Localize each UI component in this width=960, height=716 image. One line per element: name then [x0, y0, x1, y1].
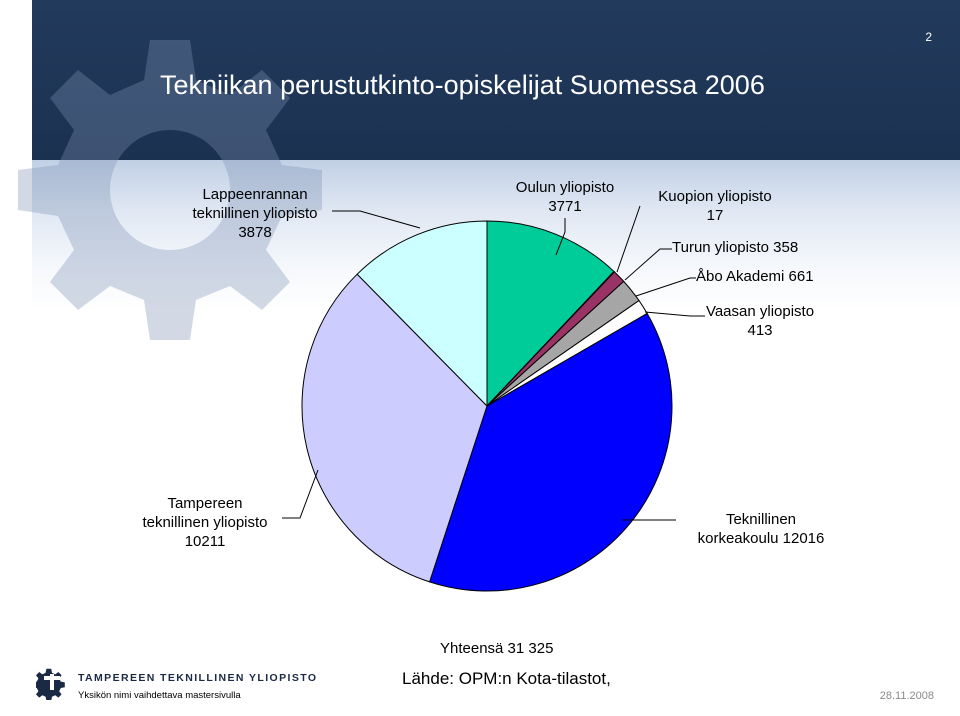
gear-decoration-icon	[18, 40, 322, 340]
label-lappeenranta: Lappeenrannan teknillinen yliopisto 3878	[192, 186, 318, 241]
label-turku: Turun yliopisto 358	[672, 239, 799, 256]
leader-line	[282, 469, 319, 519]
label-oulu: Oulun yliopisto 3771	[515, 179, 615, 215]
pie-slice-teknillinen-korkeakoulu	[428, 312, 673, 592]
leader-line	[616, 205, 641, 273]
label-vaasa: Vaasan yliopisto 413	[705, 303, 815, 339]
footer-university-name: TAMPEREEN TEKNILLINEN YLIOPISTO	[78, 672, 318, 684]
leader-line	[332, 210, 421, 229]
label-abo: Åbo Akademi 661	[696, 268, 814, 285]
label-tkk: Teknillinen korkeakoulu 12016	[697, 511, 825, 547]
header-band	[32, 0, 960, 160]
footer-date: 28.11.2008	[879, 690, 934, 702]
pie-slice-tampereen-teknillinen-yliopisto	[301, 273, 488, 583]
university-logo-icon	[36, 668, 65, 700]
total-label: Yhteensä 31 325	[440, 640, 554, 657]
leader-line	[624, 248, 672, 281]
slide-number: 2	[925, 30, 932, 44]
label-tampere: Tampereen teknillinen yliopisto 10211	[142, 495, 268, 550]
leader-line	[644, 311, 705, 317]
source-label: Lähde: OPM:n Kota-tilastot,	[402, 669, 611, 688]
leader-line	[635, 277, 696, 297]
pie-slice-lappeenrannan-teknillinen-yliopisto	[356, 220, 488, 408]
leader-line	[555, 218, 566, 256]
slide-title: Tekniikan perustutkinto-opiskelijat Suom…	[160, 70, 765, 100]
label-kuopio: Kuopion yliopisto 17	[658, 188, 772, 224]
pie-slice-oulun-yliopisto	[486, 220, 615, 408]
footer-subtitle: Yksikön nimi vaihdettava mastersivulla	[78, 690, 241, 701]
